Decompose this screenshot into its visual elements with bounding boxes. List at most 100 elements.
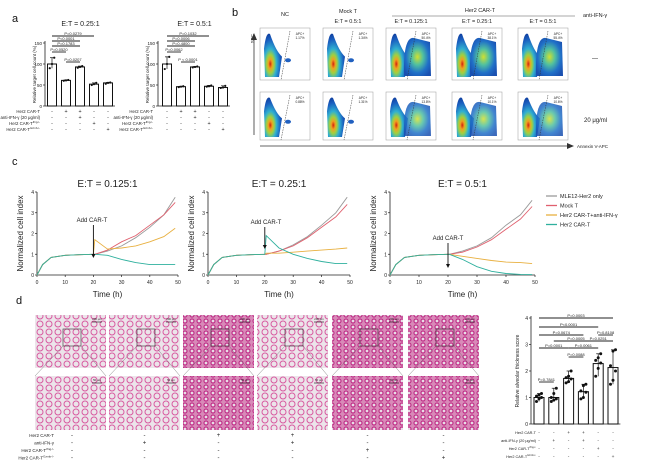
apc-percentage: 13.8% [421,100,430,104]
condition-sign: - [180,115,182,121]
condition-sign: + [207,121,210,127]
condition-label: Her2 CAR-TIfng-/- [21,447,54,453]
apoptotic-population [535,101,563,136]
bar [563,377,575,425]
condition-sign: + [143,441,147,447]
condition-sign: - [180,127,182,133]
zoom-guide [377,345,404,377]
condition-sign: + [442,456,446,462]
arrow-head-icon [567,143,574,149]
gate-line [343,30,354,81]
condition-sign: - [222,109,224,115]
zoom-guide [108,345,138,377]
condition-sign: - [208,115,210,121]
data-point [78,65,82,69]
gate-line [406,30,417,81]
x-tick-label: 50 [175,280,181,286]
cell-population [522,97,540,137]
apoptotic-population [469,101,497,136]
p-value-label: P=0.8108 [597,330,615,335]
arrow-head-icon [251,33,257,40]
gate-line [343,94,354,141]
gate-label: APC+ [422,96,431,100]
data-point [596,356,600,360]
condition-sign: - [553,431,555,436]
histology-column: 200 μm 50 μm [182,315,255,430]
zoom-box [359,328,379,347]
p-value-label: P=0.0062 [165,47,183,52]
data-point [196,65,199,68]
y-tick-label: 4 [384,190,387,196]
data-point [193,65,197,69]
arrow-head-icon [91,254,96,258]
apoptotic-population [535,37,563,76]
condition-sign: - [107,121,109,127]
condition-sign: - [79,121,81,127]
data-point [614,369,617,373]
p-value-label: P<0.0001 [57,36,75,41]
y-axis-label: Relative target cell count (%) [32,45,37,103]
lung-section-high-mag [257,376,328,430]
chart-title: E:T = 0.5:1 [438,179,487,190]
y-tick-label: 2 [384,232,387,238]
condition-label: Her2 CAR-TIfng-/- [122,120,153,126]
p-value-label: P<0.0001 [560,322,578,327]
data-point [584,390,588,394]
gate-label: APC+ [554,96,563,100]
y-tick-label: 100 [147,62,155,67]
x-tick-label: 0 [36,280,39,286]
condition-sign: - [443,448,445,454]
bar [103,82,113,107]
gate-line [472,30,483,81]
apc-percentage: 1.31% [358,100,367,104]
zoom-box [136,328,156,347]
condition-sign: - [538,439,540,444]
p-value-label: P=0.0674 [553,330,571,335]
column-header-et: E:T = 0.5:1 [530,19,557,25]
flow-plot: APC+1.17% [259,27,311,81]
condition-label: Her2 CAR-T [29,433,54,438]
condition-sign: - [612,439,614,444]
condition-label: Her2 CAR-TIfng-/- [509,446,536,451]
condition-sign: - [568,439,570,444]
x-tick-label: 20 [262,280,268,286]
zoom-box [62,328,82,347]
lung-section-low-mag [183,315,254,368]
histology-column: 200 μm 50 μm [108,315,181,430]
apc-percentage: 0.88% [295,100,304,104]
chart-title: E:T = 0.5:1 [177,21,211,28]
histology-column: 200 μm 50 μm [256,315,329,430]
condition-sign: - [597,455,599,460]
lung-section-low-mag [332,315,403,368]
scale-bar-label: 200 μm [166,317,176,321]
condition-sign: - [222,121,224,127]
data-point [95,81,98,84]
condition-sign: - [292,456,294,462]
bar [218,87,228,107]
y-tick-label: 3 [384,211,387,217]
x-tick-label: 40 [319,280,325,286]
data-point [540,392,543,396]
add-car-t-annotation: Add CAR-T [77,218,108,224]
condition-label: Her2 CAR-TIfng-/- [9,120,40,126]
cell-population [264,33,282,77]
flow-plot: APC+38.1% [451,27,503,81]
data-point [599,352,603,356]
lung-section-high-mag [332,376,403,430]
condition-sign: - [538,455,540,460]
p-value-label: P=0.1032 [179,31,197,36]
y-tick-label: 0 [525,422,528,428]
y-axis-label: Normalized cell index [16,195,25,271]
apc-percentage: 10.1% [487,100,496,104]
flow-plot: APC+1.34% [322,27,374,81]
condition-sign: - [107,109,109,115]
chart-title: E:T = 0.125:1 [77,179,138,190]
condition-sign: - [79,127,81,133]
condition-sign: - [166,115,168,121]
condition-label: anti-IFN-γ [34,441,55,446]
apc-percentage: 10.6% [553,100,562,104]
series-line [207,247,348,276]
